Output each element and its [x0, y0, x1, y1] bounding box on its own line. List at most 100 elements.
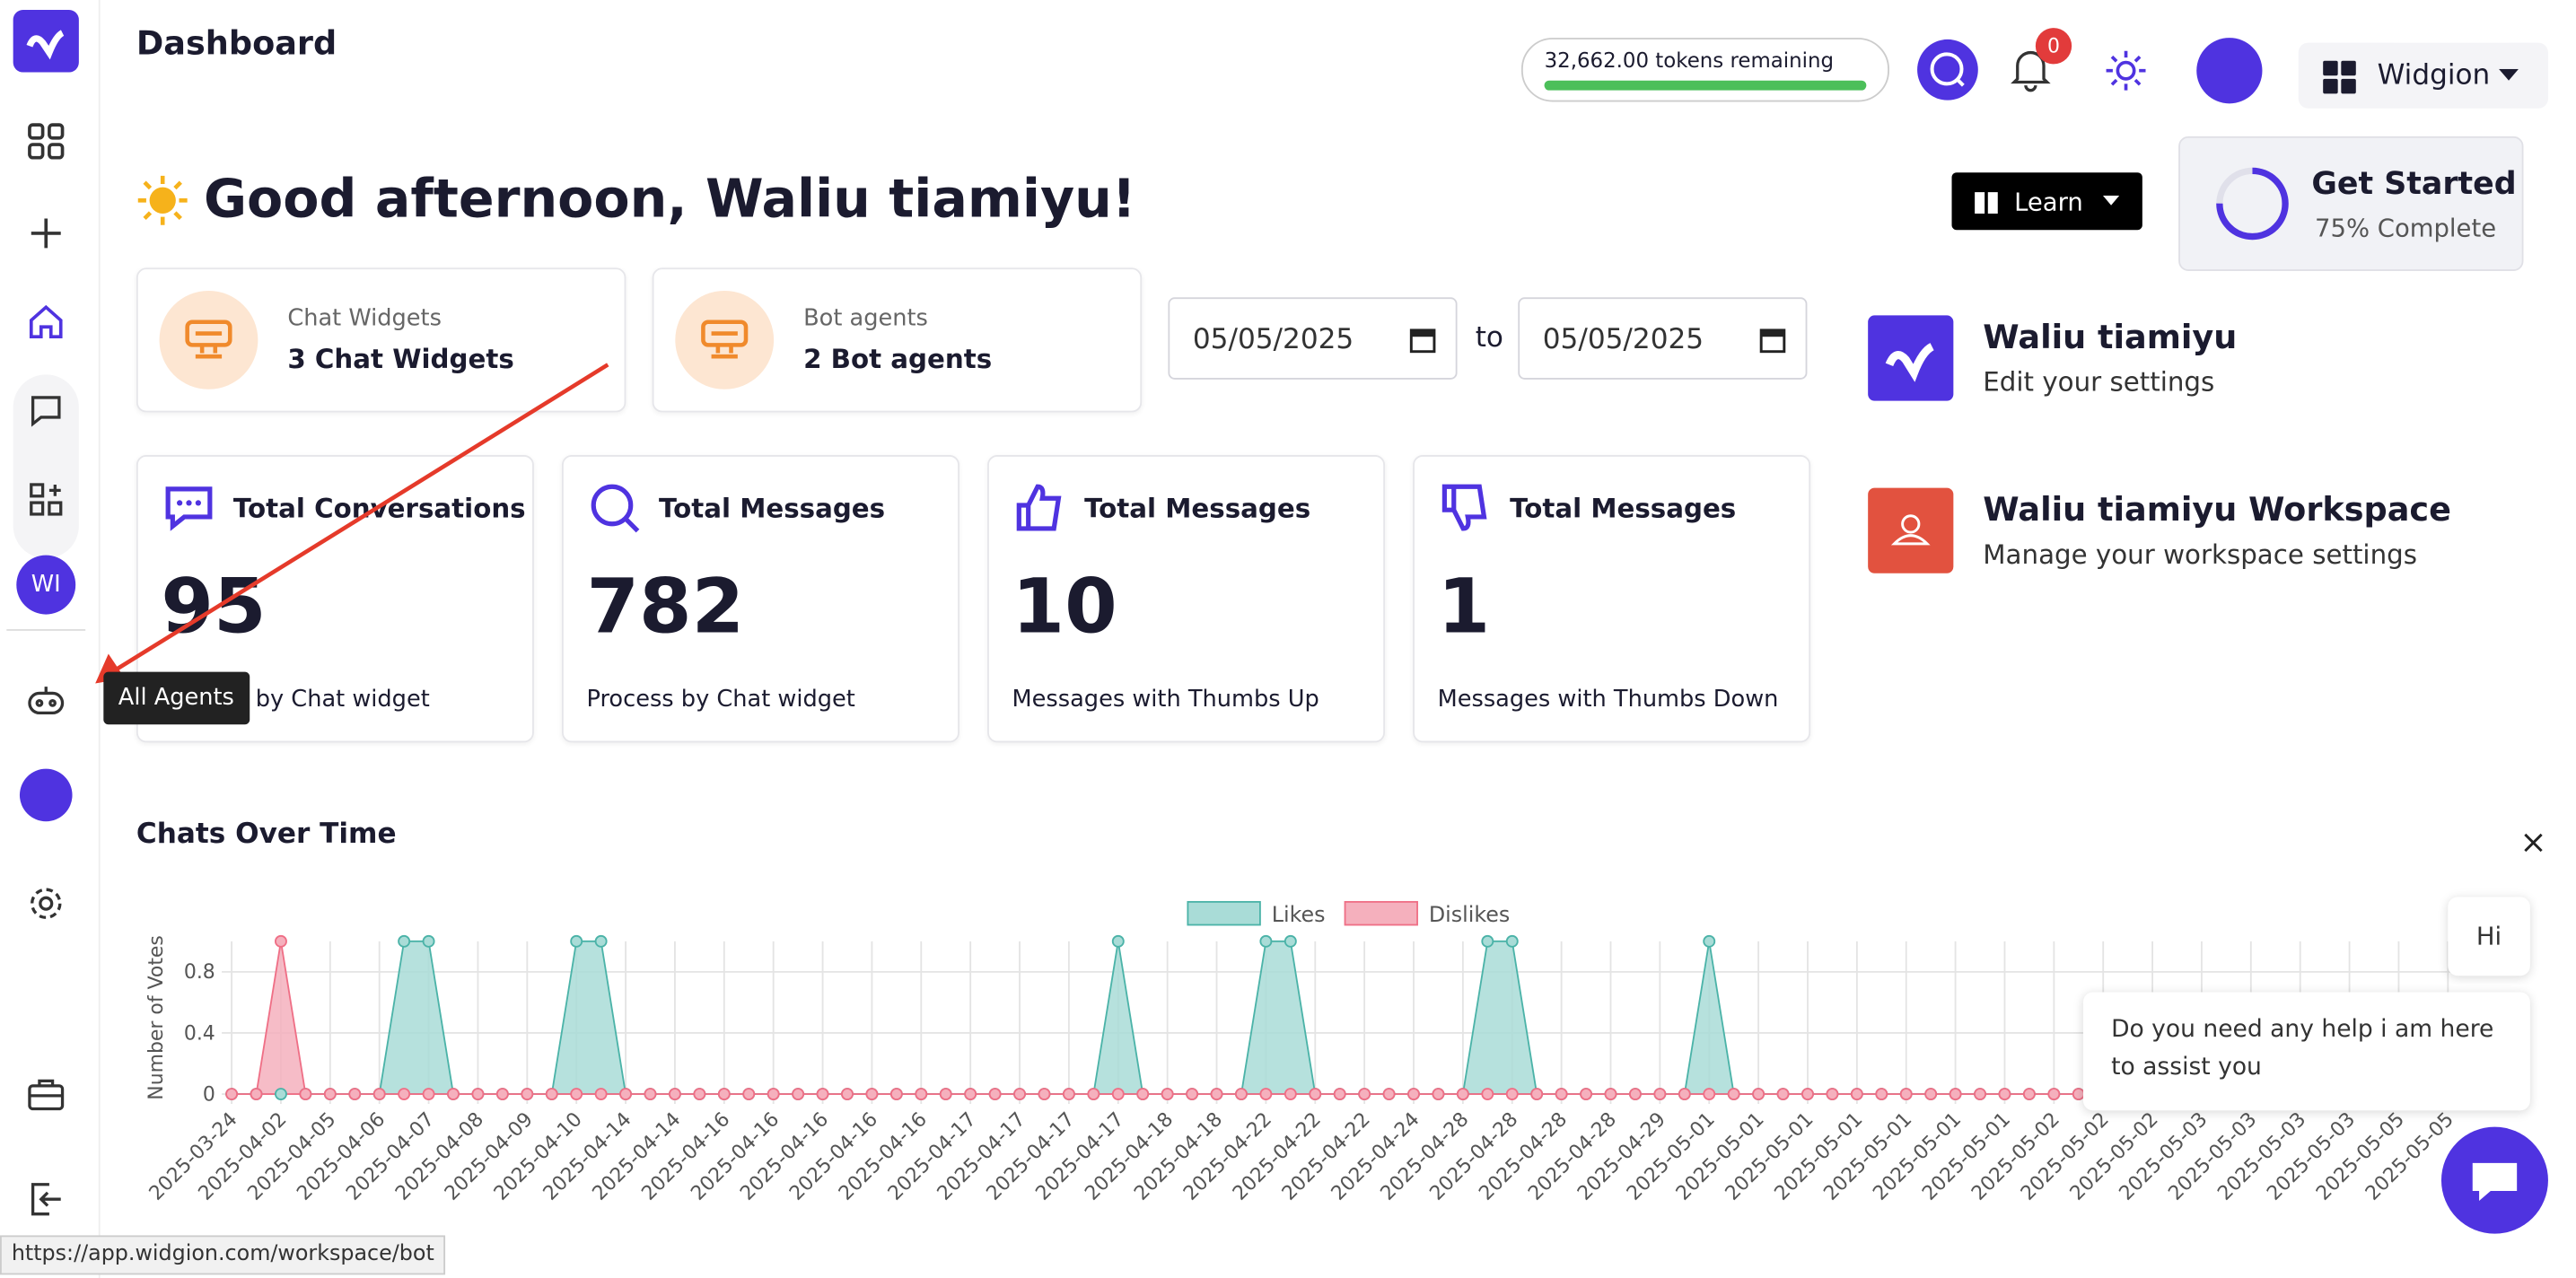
bell-icon[interactable] [2008, 46, 2054, 92]
close-icon[interactable] [2522, 831, 2545, 854]
logo[interactable] [13, 9, 79, 73]
tooltip: All Agents [103, 671, 250, 725]
data-point [1284, 1088, 1297, 1101]
data-point [668, 1088, 681, 1101]
profile-name[interactable]: Waliu tiamiyu [1983, 317, 2238, 357]
data-point [816, 1088, 829, 1101]
stat-card[interactable]: Total Conversations95Process by Chat wid… [136, 455, 534, 743]
data-point [495, 1088, 509, 1101]
stat-card[interactable]: Total Messages 782 Process by Chat widget [561, 455, 959, 743]
data-point [275, 934, 287, 948]
stat-value: 10 [1012, 561, 1117, 651]
data-point [1752, 1088, 1766, 1101]
workspace-card-name[interactable]: Waliu tiamiyu Workspace [1983, 489, 2451, 530]
data-point [2047, 1088, 2061, 1101]
data-point [323, 1088, 337, 1101]
summary-card[interactable]: Chat Widgets 3 Chat Widgets [136, 267, 626, 413]
learn-button[interactable]: Learn [1951, 172, 2142, 231]
caret [2499, 68, 2519, 81]
stat-title: Total Messages [658, 493, 886, 524]
data-point [1259, 934, 1273, 948]
briefcase-icon[interactable] [26, 1074, 66, 1114]
data-point [1136, 1088, 1150, 1101]
data-point [1407, 1088, 1420, 1101]
data-point [1801, 1088, 1814, 1101]
data-point [1580, 1088, 1593, 1101]
data-point [1653, 1088, 1667, 1101]
token-bar [1544, 80, 1867, 91]
data-point [372, 1088, 386, 1101]
data-point [1899, 1088, 1913, 1101]
token-text: 32,662.00 tokens remaining [1544, 48, 1835, 73]
add-icon[interactable] [26, 214, 66, 253]
avatar[interactable]: WI [16, 555, 76, 615]
stat-value: 782 [586, 561, 745, 651]
sidebar-group [13, 374, 79, 559]
data-point [2022, 1088, 2036, 1101]
data-point [1776, 1088, 1790, 1101]
data-point [693, 1088, 706, 1101]
workspace-switcher[interactable]: Widgion [2298, 42, 2548, 109]
data-point [865, 1088, 879, 1101]
chart-title: Chats Over Time [136, 818, 397, 852]
date-to[interactable]: 05/05/2025 [1518, 297, 1808, 380]
data-point [619, 1088, 633, 1101]
greeting: Good afternoon, Waliu tiamiyu! [203, 167, 1136, 231]
data-point [1456, 1088, 1469, 1101]
data-point [1210, 1088, 1223, 1101]
data-point [1481, 1088, 1494, 1101]
monitor-icon [185, 320, 232, 359]
data-point [471, 1088, 485, 1101]
data-point [1161, 1088, 1174, 1101]
caret [2102, 195, 2120, 206]
y-tick-label: 0 [203, 1083, 215, 1106]
data-point [1038, 1088, 1051, 1101]
date-from[interactable]: 05/05/2025 [1168, 297, 1458, 380]
summary-card[interactable]: Bot agents 2 Bot agents [652, 267, 1143, 413]
data-point [422, 934, 435, 948]
data-point [398, 934, 411, 948]
stat-caption: Messages with Thumbs Up [1012, 687, 1319, 713]
data-point [299, 1088, 312, 1101]
data-point [1481, 934, 1494, 948]
data-point [570, 934, 583, 948]
logout-icon[interactable] [26, 1179, 66, 1219]
stat-card[interactable]: Total Messages 1 Messages with Thumbs Down [1413, 455, 1811, 743]
data-point [644, 1088, 657, 1101]
data-point [1678, 1088, 1691, 1101]
stat-caption: Messages with Thumbs Down [1437, 687, 1779, 713]
stat-card[interactable]: Total Messages 10 Messages with Thumbs Up [987, 455, 1386, 743]
home-icon[interactable] [26, 302, 66, 342]
bot-icon[interactable] [26, 680, 66, 720]
brand-avatar[interactable] [19, 768, 73, 822]
data-point [398, 1088, 411, 1101]
status-url: https://app.widgion.com/workspace/bot [0, 1235, 446, 1275]
settings-icon[interactable] [26, 884, 66, 923]
stat-icon [1441, 484, 1487, 531]
data-point [1186, 1088, 1199, 1101]
user-avatar[interactable] [2196, 38, 2263, 104]
data-point [447, 1088, 460, 1101]
data-point [1505, 1088, 1519, 1101]
user-icon [1890, 514, 1931, 546]
widgets-icon[interactable] [26, 479, 66, 519]
theme-icon[interactable] [2103, 48, 2149, 93]
grid-icon[interactable] [26, 121, 66, 161]
data-point [1358, 1088, 1371, 1101]
calendar-icon [1409, 328, 1436, 354]
chat-launcher[interactable] [2440, 1126, 2548, 1234]
calendar-icon [1759, 328, 1786, 354]
data-point [988, 1088, 1002, 1101]
search-button[interactable] [1917, 39, 1978, 101]
get-started-card[interactable]: Get Started 75% Complete [2178, 136, 2524, 272]
summary-icon [675, 290, 775, 390]
sidebar: WI [0, 0, 101, 1278]
stat-value: 1 [1437, 561, 1491, 651]
chat-icon[interactable] [26, 391, 66, 431]
data-point [1727, 1088, 1740, 1101]
workspace-card-subtitle: Manage your workspace settings [1983, 538, 2417, 571]
stat-value: 95 [161, 561, 267, 651]
y-tick-label: 0.4 [184, 1022, 215, 1045]
